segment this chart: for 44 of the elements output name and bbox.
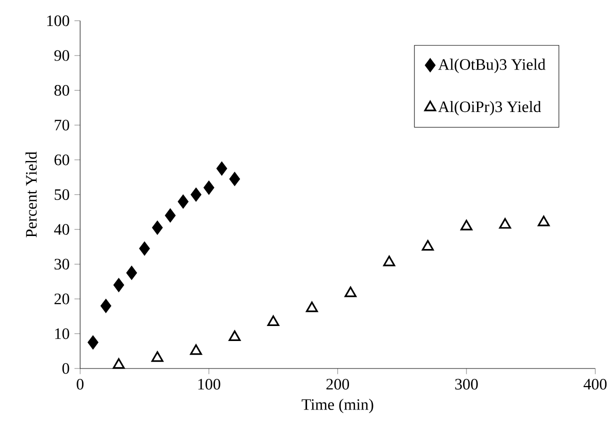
x-tick-label: 0 xyxy=(76,378,84,390)
point xyxy=(344,286,357,298)
point xyxy=(204,180,214,195)
point xyxy=(383,256,396,266)
point xyxy=(88,336,98,350)
point xyxy=(113,278,124,292)
legend-label: Al(OtBu)3 Yield xyxy=(438,58,546,74)
point xyxy=(538,216,550,226)
x-axis-title: Time (min) xyxy=(302,398,374,414)
y-tick-label: 80 xyxy=(54,85,70,96)
point xyxy=(152,220,163,235)
point xyxy=(306,302,318,312)
point xyxy=(267,316,280,326)
y-tick-label: 10 xyxy=(55,328,70,340)
point xyxy=(164,208,176,222)
point xyxy=(178,194,188,208)
y-tick-label: 20 xyxy=(54,294,70,304)
y-tick-label: 90 xyxy=(54,50,70,61)
y-axis-title: Percent Yield xyxy=(26,152,37,238)
point xyxy=(112,358,125,369)
x-tick-label: 200 xyxy=(326,378,350,390)
y-tick-label: 60 xyxy=(54,154,70,166)
point xyxy=(228,330,241,342)
y-tick-label: 30 xyxy=(54,258,70,270)
x-tick-label: 400 xyxy=(584,378,607,390)
point xyxy=(216,162,228,176)
y-tick-label: 0 xyxy=(62,363,70,374)
point xyxy=(100,299,112,313)
x-tick-label: 300 xyxy=(455,378,478,390)
x-tick-label: 100 xyxy=(198,378,220,390)
point xyxy=(139,242,150,256)
point xyxy=(499,218,512,229)
point xyxy=(422,240,434,251)
y-tick-label: 40 xyxy=(54,224,70,235)
y-tick-label: 70 xyxy=(54,120,70,131)
point xyxy=(151,351,164,362)
y-tick-label: 100 xyxy=(47,15,70,26)
legend-label: Al(OiPr)3 Yield xyxy=(438,101,541,116)
point xyxy=(460,220,472,230)
point xyxy=(190,188,202,202)
point xyxy=(126,266,137,280)
point xyxy=(229,172,240,186)
point xyxy=(190,344,202,355)
y-tick-label: 50 xyxy=(54,189,70,200)
